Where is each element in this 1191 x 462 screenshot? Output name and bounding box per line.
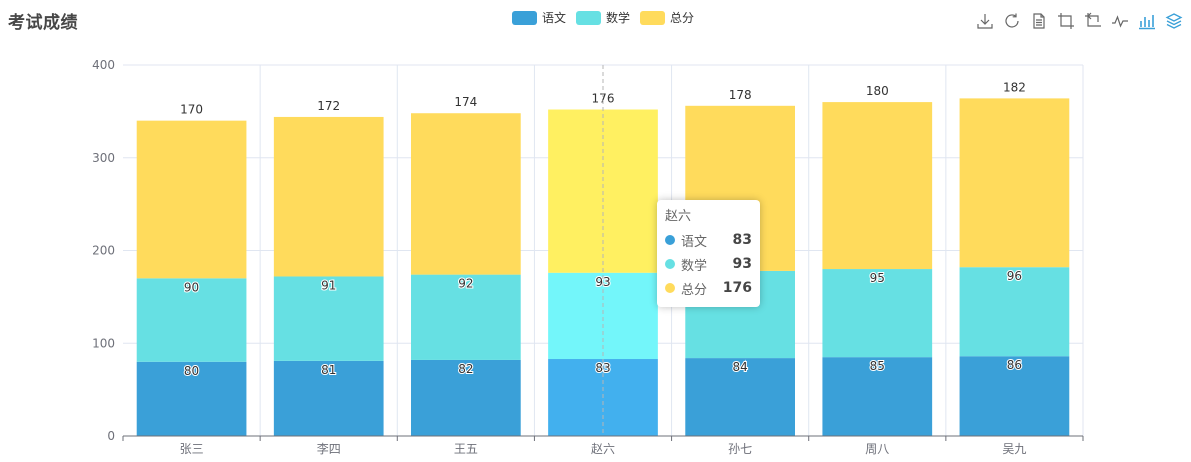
- refresh-icon: [1005, 13, 1019, 28]
- toolbox: [974, 10, 1185, 32]
- bar: [273, 116, 384, 277]
- bar: [136, 361, 247, 436]
- bar-chart-button[interactable]: [1136, 10, 1158, 32]
- legend-label: 数学: [606, 11, 631, 25]
- bar-value-label: 176: [592, 92, 615, 106]
- data-view-icon: [1033, 13, 1045, 29]
- bar-value-label: 80: [184, 364, 199, 378]
- bar: [959, 356, 1070, 436]
- data-view-button[interactable]: [1028, 10, 1050, 32]
- tooltip-series-value: 83: [732, 232, 752, 248]
- bar-chart-icon: [1139, 15, 1155, 30]
- tooltip-series-name: 语文: [681, 234, 708, 250]
- bar-value-label: 174: [454, 95, 477, 109]
- zoom-icon: [1058, 13, 1074, 29]
- bar-value-label: 95: [870, 271, 885, 285]
- bar: [136, 278, 247, 362]
- bar-value-label: 180: [866, 84, 889, 98]
- tooltip-row: 数学 93: [665, 252, 752, 276]
- bar-value-label: 84: [733, 360, 748, 374]
- stack-button[interactable]: [1163, 10, 1185, 32]
- bar-value-label: 93: [595, 275, 610, 289]
- y-tick-label: 400: [92, 58, 115, 72]
- tooltip-dot: [665, 235, 675, 245]
- legend-label: 总分: [670, 11, 695, 25]
- bar: [411, 274, 521, 360]
- bar: [548, 272, 658, 360]
- tooltip-dot: [665, 283, 675, 293]
- tooltip-series-name: 数学: [681, 258, 708, 274]
- tooltip-series-name: 总分: [681, 282, 708, 298]
- tooltip: 赵六 语文 83 数学 93 总分 176: [657, 200, 760, 307]
- tooltip-series-value: 176: [722, 280, 752, 296]
- line-chart-icon: [1112, 15, 1128, 28]
- bar: [959, 98, 1070, 268]
- bar: [822, 102, 933, 270]
- bar-value-label: 96: [1007, 269, 1022, 283]
- legend-item-yuwen[interactable]: 语文: [512, 9, 566, 26]
- zoom-reset-icon: [1085, 12, 1101, 27]
- bar-value-label: 92: [458, 277, 473, 291]
- download-icon: [977, 14, 993, 29]
- line-chart-button[interactable]: [1109, 10, 1131, 32]
- bar: [822, 269, 933, 358]
- tooltip-title: 赵六: [665, 209, 692, 224]
- bar-value-label: 172: [317, 99, 340, 113]
- tooltip-dot: [665, 259, 675, 269]
- zoom-button[interactable]: [1055, 10, 1077, 32]
- bar-value-label: 90: [184, 280, 199, 294]
- download-button[interactable]: [974, 10, 996, 32]
- bar: [411, 113, 521, 275]
- bar: [273, 276, 384, 361]
- zoom-reset-button[interactable]: [1082, 10, 1104, 32]
- bar: [959, 267, 1070, 357]
- legend-item-shuxue[interactable]: 数学: [576, 9, 630, 26]
- tooltip-row: 总分 176: [665, 276, 752, 300]
- x-tick-label: 吴九: [1002, 442, 1026, 456]
- legend-swatch: [640, 10, 666, 25]
- bar-value-label: 182: [1003, 80, 1026, 94]
- legend-swatch: [576, 10, 602, 25]
- tooltip-series-value: 93: [732, 256, 752, 272]
- legend: 语文 数学 总分: [512, 9, 694, 26]
- refresh-button[interactable]: [1001, 10, 1023, 32]
- bar-value-label: 178: [729, 88, 752, 102]
- bar: [273, 360, 384, 436]
- y-tick-label: 200: [92, 244, 115, 258]
- legend-swatch: [512, 10, 537, 25]
- bar-value-label: 85: [870, 359, 885, 373]
- bar-value-label: 170: [180, 103, 203, 117]
- y-tick-label: 100: [92, 336, 115, 350]
- bar: [822, 357, 933, 436]
- x-tick-label: 李四: [317, 441, 341, 456]
- chart-title: 考试成绩: [8, 13, 78, 33]
- bar-value-label: 86: [1007, 358, 1022, 372]
- x-tick-label: 周八: [865, 442, 889, 456]
- bar: [411, 359, 521, 436]
- bar-value-label: 82: [458, 362, 473, 376]
- legend-item-zongfen[interactable]: 总分: [640, 9, 694, 26]
- bar: [136, 120, 247, 279]
- legend-label: 语文: [542, 11, 567, 25]
- x-tick-label: 张三: [180, 442, 204, 456]
- tooltip-row: 语文 83: [665, 228, 752, 252]
- y-tick-label: 0: [107, 429, 115, 443]
- stack-icon: [1165, 13, 1183, 29]
- bar-value-label: 91: [321, 278, 336, 292]
- x-tick-label: 赵六: [591, 442, 615, 456]
- y-tick-label: 300: [92, 151, 115, 165]
- bar-value-label: 81: [321, 363, 336, 377]
- x-tick-label: 孙七: [728, 442, 752, 456]
- bar: [685, 358, 795, 436]
- x-tick-label: 王五: [454, 442, 478, 456]
